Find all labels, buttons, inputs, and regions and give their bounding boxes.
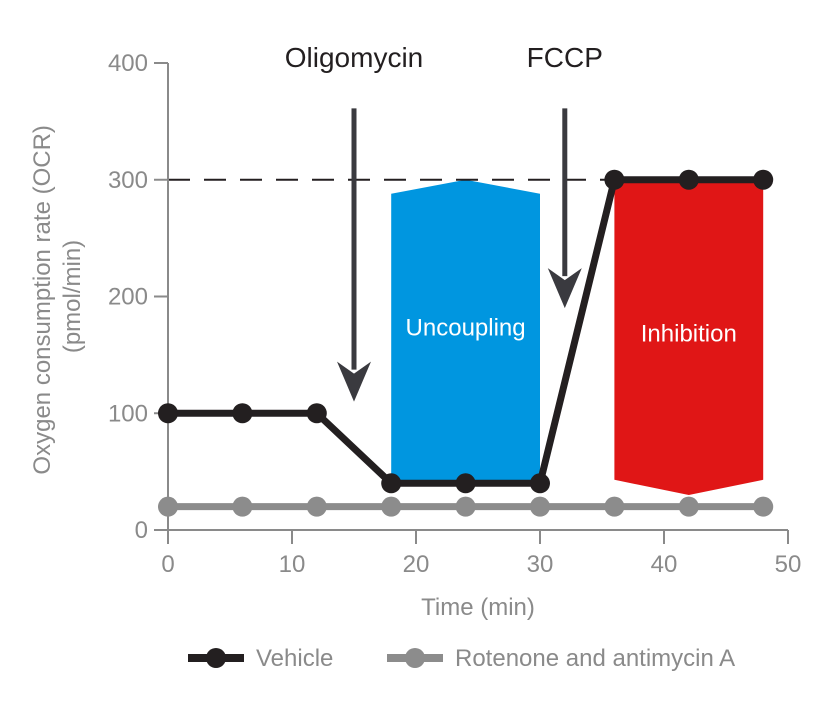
region-label-uncoupling: Uncoupling (406, 315, 526, 342)
ticks: 0 100 200 300 400 0 10 20 30 40 50 (108, 50, 801, 578)
point-vehicle-6 (604, 169, 625, 190)
point-vehicle-5 (530, 473, 550, 494)
point-rotenone-and-antimycin-a-7 (678, 496, 699, 517)
annotations: Oligomycin FCCP (285, 42, 603, 402)
region-uncoupling (391, 179, 540, 484)
point-vehicle-3 (381, 473, 402, 494)
legend-label-vehicle: Vehicle (256, 645, 333, 672)
point-rotenone-and-antimycin-a-3 (381, 496, 402, 517)
annotation-arrow-head-oligomycin (337, 361, 371, 402)
legend-swatch-dot-rotenone-and-antimycin-a (405, 648, 425, 668)
point-rotenone-and-antimycin-a-8 (753, 496, 774, 517)
series (158, 169, 774, 517)
point-rotenone-and-antimycin-a-6 (604, 496, 625, 517)
x-tick-label-0: 0 (161, 551, 174, 578)
x-tick-label-10: 10 (279, 551, 306, 578)
point-vehicle-4 (455, 473, 476, 494)
x-tick-label-30: 30 (527, 551, 554, 578)
y-tick-label-200: 200 (108, 284, 148, 311)
region-inhibition (614, 179, 764, 495)
x-tick-label-50: 50 (775, 551, 802, 578)
point-vehicle-0 (158, 403, 178, 424)
region-label-inhibition: Inhibition (641, 320, 737, 347)
y-axis-title-line-2: (pmol/min) (59, 240, 86, 353)
point-rotenone-and-antimycin-a-2 (306, 496, 327, 517)
annotation-arrow-head-fccp (547, 268, 582, 309)
x-axis-title: Time (min) (421, 594, 535, 621)
annotation-label-fccp: FCCP (527, 42, 603, 73)
legend-label-rotenone-and-antimycin-a: Rotenone and antimycin A (455, 645, 735, 672)
y-axis-title-line-1: Oxygen consumption rate (OCR) (29, 125, 56, 474)
regions: Uncoupling Inhibition (391, 179, 764, 495)
y-tick-label-100: 100 (108, 400, 148, 427)
point-rotenone-and-antimycin-a-5 (530, 496, 550, 517)
point-vehicle-8 (753, 169, 774, 190)
y-tick-label-300: 300 (108, 167, 148, 194)
y-tick-label-400: 400 (108, 50, 148, 77)
point-rotenone-and-antimycin-a-4 (455, 496, 476, 517)
axes (154, 63, 788, 544)
point-rotenone-and-antimycin-a-1 (232, 496, 253, 517)
legend-swatch-dot-vehicle (206, 648, 226, 668)
x-tick-label-40: 40 (651, 551, 678, 578)
point-rotenone-and-antimycin-a-0 (158, 496, 178, 517)
y-axis-title: Oxygen consumption rate (OCR) (pmol/min) (29, 118, 86, 474)
x-tick-label-20: 20 (403, 551, 430, 578)
point-vehicle-1 (232, 403, 253, 424)
annotation-label-oligomycin: Oligomycin (285, 42, 423, 73)
legend: Vehicle Rotenone and antimycin A (188, 645, 735, 672)
point-vehicle-7 (678, 169, 699, 190)
y-tick-label-0: 0 (135, 517, 148, 544)
point-vehicle-2 (306, 403, 327, 424)
